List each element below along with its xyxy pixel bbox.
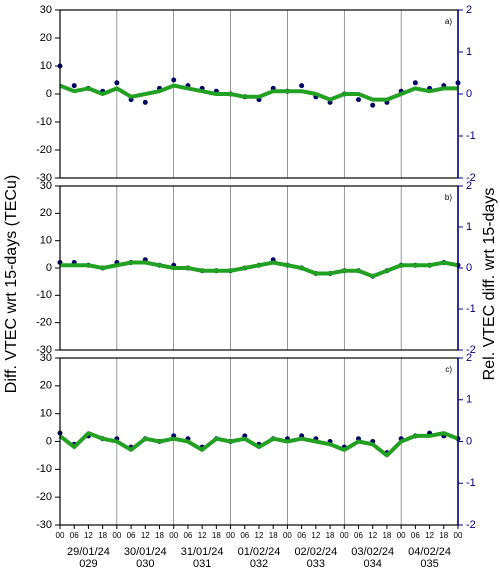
doy-label: 031 bbox=[193, 558, 211, 568]
data-line bbox=[60, 260, 459, 279]
doy-label: 033 bbox=[307, 558, 325, 568]
y-tick-label: 30 bbox=[40, 4, 52, 16]
x-tick-label: 06 bbox=[240, 531, 249, 540]
x-tick-label: 12 bbox=[255, 531, 264, 540]
y-tick-label: 20 bbox=[40, 207, 52, 219]
doy-label: 030 bbox=[136, 558, 154, 568]
doy-label: 029 bbox=[79, 558, 97, 568]
y2-tick-label: 0 bbox=[466, 435, 472, 447]
y-tick-label: 30 bbox=[40, 180, 52, 192]
x-tick-label: 06 bbox=[297, 531, 306, 540]
date-label: 01/02/24 bbox=[238, 546, 281, 558]
x-tick-label: 06 bbox=[127, 531, 136, 540]
x-tick-label: 00 bbox=[283, 531, 292, 540]
y-tick-label: -20 bbox=[36, 317, 52, 329]
y2-tick-label: -2 bbox=[466, 519, 476, 531]
y2-tick-label: -1 bbox=[466, 303, 476, 315]
x-tick-label: 00 bbox=[169, 531, 178, 540]
x-tick-label: 18 bbox=[269, 531, 278, 540]
doy-label: 035 bbox=[420, 558, 438, 568]
y-tick-label: -10 bbox=[36, 289, 52, 301]
panel-label: c) bbox=[445, 365, 452, 374]
y2-tick-label: 2 bbox=[466, 4, 472, 16]
data-line bbox=[58, 431, 459, 458]
x-tick-label: 12 bbox=[425, 531, 434, 540]
x-tick-label: 12 bbox=[368, 531, 377, 540]
y2-tick-label: 2 bbox=[466, 352, 472, 364]
y2-tick-label: 1 bbox=[466, 221, 472, 233]
data-point bbox=[356, 97, 361, 103]
y2-tick-label: 2 bbox=[466, 180, 472, 192]
x-tick-label: 00 bbox=[226, 531, 235, 540]
data-point bbox=[299, 83, 305, 89]
x-tick-label: 00 bbox=[397, 531, 406, 540]
panel-label: b) bbox=[445, 193, 452, 202]
data-point bbox=[142, 99, 148, 105]
date-label: 03/02/24 bbox=[351, 546, 394, 558]
x-tick-label: 12 bbox=[311, 531, 320, 540]
x-tick-label: 18 bbox=[439, 531, 448, 540]
x-tick-label: 00 bbox=[340, 531, 349, 540]
y2-tick-label: -1 bbox=[466, 130, 476, 142]
data-point bbox=[171, 77, 177, 83]
data-point bbox=[114, 80, 120, 86]
y2-tick-label: 1 bbox=[466, 394, 472, 406]
y-tick-label: 0 bbox=[46, 88, 52, 100]
y-tick-label: 20 bbox=[40, 32, 52, 44]
x-tick-label: 00 bbox=[454, 531, 463, 540]
data-line bbox=[59, 83, 458, 102]
y2-tick-label: 0 bbox=[466, 262, 472, 274]
x-tick-label: 12 bbox=[84, 531, 93, 540]
x-tick-label: 18 bbox=[155, 531, 164, 540]
y2-tick-label: -1 bbox=[466, 477, 476, 489]
x-tick-label: 18 bbox=[212, 531, 221, 540]
x-tick-label: 12 bbox=[141, 531, 150, 540]
date-label: 04/02/24 bbox=[408, 546, 451, 558]
date-label: 29/01/24 bbox=[67, 546, 110, 558]
y-tick-label: 0 bbox=[46, 262, 52, 274]
x-tick-label: 06 bbox=[183, 531, 192, 540]
y-tick-label: -20 bbox=[36, 491, 52, 503]
y-tick-label: -30 bbox=[36, 172, 52, 184]
y-tick-label: 10 bbox=[40, 235, 52, 247]
x-tick-label: 06 bbox=[411, 531, 420, 540]
date-label: 02/02/24 bbox=[294, 546, 337, 558]
y2-tick-label: -2 bbox=[466, 344, 476, 356]
panel-label: a) bbox=[445, 17, 452, 26]
x-tick-label: 12 bbox=[198, 531, 207, 540]
x-tick-label: 00 bbox=[112, 531, 121, 540]
data-point bbox=[412, 80, 418, 86]
doy-label: 032 bbox=[250, 558, 268, 568]
y2-tick-label: -2 bbox=[466, 172, 476, 184]
y-tick-label: 30 bbox=[40, 352, 52, 364]
y-tick-label: 20 bbox=[40, 380, 52, 392]
x-tick-label: 18 bbox=[326, 531, 335, 540]
y-tick-label: 0 bbox=[46, 435, 52, 447]
data-point bbox=[370, 102, 376, 108]
doy-label: 034 bbox=[364, 558, 382, 568]
y-tick-label: 10 bbox=[40, 408, 52, 420]
data-point bbox=[71, 83, 77, 89]
y-axis-label: Diff. VTEC wrt 15-days (TECu) bbox=[3, 175, 20, 393]
date-label: 31/01/24 bbox=[181, 546, 224, 558]
x-tick-label: 18 bbox=[382, 531, 391, 540]
x-tick-label: 18 bbox=[98, 531, 107, 540]
x-tick-label: 00 bbox=[56, 531, 65, 540]
y-tick-label: -10 bbox=[36, 463, 52, 475]
date-label: 30/01/24 bbox=[124, 546, 167, 558]
y2-tick-label: 0 bbox=[466, 88, 472, 100]
y2-axis-label: Rel. VTEC diff. wrt 15-days bbox=[481, 188, 498, 381]
x-tick-label: 06 bbox=[70, 531, 79, 540]
y-tick-label: -30 bbox=[36, 519, 52, 531]
y-tick-label: 10 bbox=[40, 60, 52, 72]
y-tick-label: -10 bbox=[36, 116, 52, 128]
y-tick-label: -20 bbox=[36, 144, 52, 156]
x-tick-label: 06 bbox=[354, 531, 363, 540]
y2-tick-label: 1 bbox=[466, 46, 472, 58]
y-tick-label: -30 bbox=[36, 344, 52, 356]
